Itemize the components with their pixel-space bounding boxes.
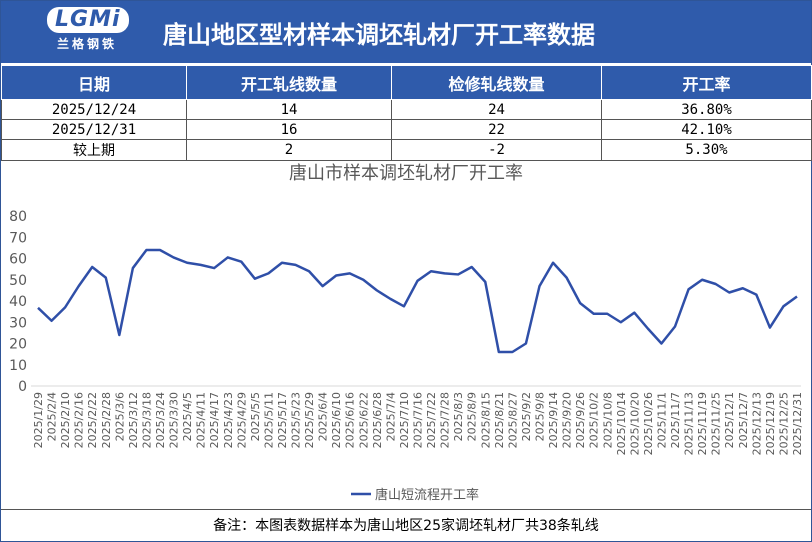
logo-sub: 兰格钢铁	[56, 37, 117, 51]
table-row: 较上期 2 -2 5.30%	[1, 139, 812, 161]
x-tick-label: 2025/10/26	[642, 392, 655, 455]
x-tick-label: 2025/4/29	[235, 392, 248, 448]
x-tick-label: 2025/7/4	[384, 392, 397, 441]
x-tick-label: 2025/8/15	[479, 392, 492, 448]
x-tick-label: 2025/8/3	[452, 392, 465, 441]
x-tick-label: 2025/5/23	[290, 392, 303, 448]
x-tick-label: 2025/6/4	[317, 392, 330, 441]
legend-label: 唐山短流程开工率	[375, 487, 479, 503]
footer: 备注：本图表数据样本为唐山地区25家调坯轧材厂共38条轧线	[1, 509, 811, 542]
y-tick-label: 70	[9, 230, 27, 246]
y-tick-label: 20	[9, 337, 27, 353]
column-header: 日期	[1, 65, 187, 100]
logo: LGMi 兰格钢铁	[47, 7, 129, 57]
x-tick-label: 2025/12/7	[737, 392, 750, 448]
table-cell: -2	[391, 139, 602, 161]
x-tick-label: 2025/1/29	[32, 392, 45, 448]
x-tick-label: 2025/11/25	[710, 392, 723, 455]
table-row: 2025/12/31 16 22 42.10%	[1, 119, 812, 140]
x-tick-label: 2025/3/18	[140, 392, 153, 448]
table-row: 2025/12/24 14 24 36.80%	[1, 99, 812, 120]
x-tick-label: 2025/3/24	[154, 392, 167, 448]
x-tick-label: 2025/4/17	[208, 392, 221, 448]
x-tick-label: 2025/11/13	[683, 392, 696, 455]
x-tick-label: 2025/7/10	[398, 392, 411, 448]
x-tick-label: 2025/12/19	[764, 392, 777, 455]
line-series	[37, 248, 798, 354]
title: 唐山地区型材样本调坯轧材厂开工率数据	[163, 21, 595, 49]
x-tick-label: 2025/2/16	[73, 392, 86, 448]
chart: 唐山市样本调坯轧材厂开工率 0 10 20 30 40 50 60 70 80 2025/1/29…	[9, 163, 804, 503]
x-tick-label: 2025/6/16	[344, 392, 357, 448]
table-cell: 22	[391, 119, 602, 140]
x-tick-label: 2025/5/5	[249, 392, 262, 441]
table-cell: 2025/12/31	[1, 119, 187, 140]
column-header: 开工率	[601, 65, 812, 100]
x-tick-label: 2025/7/16	[412, 392, 425, 448]
x-tick-label: 2025/2/28	[100, 392, 113, 448]
x-tick-label: 2025/4/5	[181, 392, 194, 441]
header: LGMi 兰格钢铁 唐山地区型材样本调坯轧材厂开工率数据	[1, 1, 811, 63]
y-tick-label: 80	[9, 209, 27, 225]
x-tick-label: 2025/5/17	[276, 392, 289, 448]
x-tick-label: 2025/3/6	[113, 392, 126, 441]
y-tick-label: 60	[9, 252, 27, 268]
x-tick-label: 2025/2/22	[86, 392, 99, 448]
table-cell: 5.30%	[601, 139, 812, 161]
x-tick-label: 2025/12/1	[723, 392, 736, 448]
table-cell: 42.10%	[601, 119, 812, 140]
x-tick-label: 2025/6/28	[371, 392, 384, 448]
table-cell: 36.80%	[601, 99, 812, 120]
x-tick-label: 2025/9/2	[520, 392, 533, 441]
x-tick-label: 2025/9/8	[533, 392, 546, 441]
x-tick-label: 2025/5/29	[303, 392, 316, 448]
x-tick-label: 2025/8/21	[493, 392, 506, 448]
y-tick-label: 30	[9, 315, 27, 331]
x-tick-label: 2025/8/9	[466, 392, 479, 441]
x-tick-label: 2025/10/8	[601, 392, 614, 448]
x-tick-label: 2025/12/31	[791, 392, 804, 455]
table-cell: 16	[186, 119, 392, 140]
column-header: 开工轧线数量	[186, 65, 392, 100]
x-tick-label: 2025/5/11	[262, 392, 275, 448]
x-tick-label: 2025/9/26	[574, 392, 587, 448]
table-cell: 2	[186, 139, 392, 161]
data-table: 日期 开工轧线数量 检修轧线数量 开工率 2025/12/24 14 24 36.80% 20…	[1, 65, 812, 161]
x-tick-label: 2025/10/14	[615, 392, 628, 455]
y-tick-label: 10	[9, 358, 27, 374]
column-header: 检修轧线数量	[391, 65, 602, 100]
header-row: 日期 开工轧线数量 检修轧线数量 开工率	[1, 65, 812, 100]
table-cell: 24	[391, 99, 602, 120]
x-tick-label: 2025/2/10	[59, 392, 72, 448]
x-tick-label: 2025/11/19	[696, 392, 709, 455]
y-tick-label: 50	[9, 273, 27, 289]
y-tick-label: 0	[18, 379, 27, 395]
x-tick-label: 2025/8/27	[506, 392, 519, 448]
x-tick-label: 2025/3/12	[127, 392, 140, 448]
x-tick-label: 2025/6/22	[357, 392, 370, 448]
x-tick-label: 2025/4/23	[222, 392, 235, 448]
x-tick-label: 2025/11/7	[669, 392, 682, 448]
x-tick-label: 2025/6/10	[330, 392, 343, 448]
table-cell: 较上期	[1, 139, 187, 161]
x-tick-label: 2025/7/28	[439, 392, 452, 448]
x-tick-label: 2025/7/22	[425, 392, 438, 448]
x-tick-label: 2025/2/4	[46, 392, 59, 441]
x-tick-label: 2025/12/25	[777, 392, 790, 455]
x-tick-label: 2025/10/2	[588, 392, 601, 448]
x-tick-label: 2025/3/30	[168, 392, 181, 448]
x-tick-label: 2025/12/13	[750, 392, 763, 455]
x-tick-label: 2025/9/20	[561, 392, 574, 448]
logo-text: LGMi	[47, 7, 129, 33]
x-tick-label: 2025/4/11	[195, 392, 208, 448]
y-tick-label: 40	[9, 294, 27, 310]
chart-title: 唐山市样本调坯轧材厂开工率	[289, 163, 523, 184]
x-tick-label: 2025/9/14	[547, 392, 560, 448]
table-cell: 14	[186, 99, 392, 120]
x-tick-label: 2025/11/1	[655, 392, 668, 448]
table-cell: 2025/12/24	[1, 99, 187, 120]
x-tick-label: 2025/10/20	[628, 392, 641, 455]
